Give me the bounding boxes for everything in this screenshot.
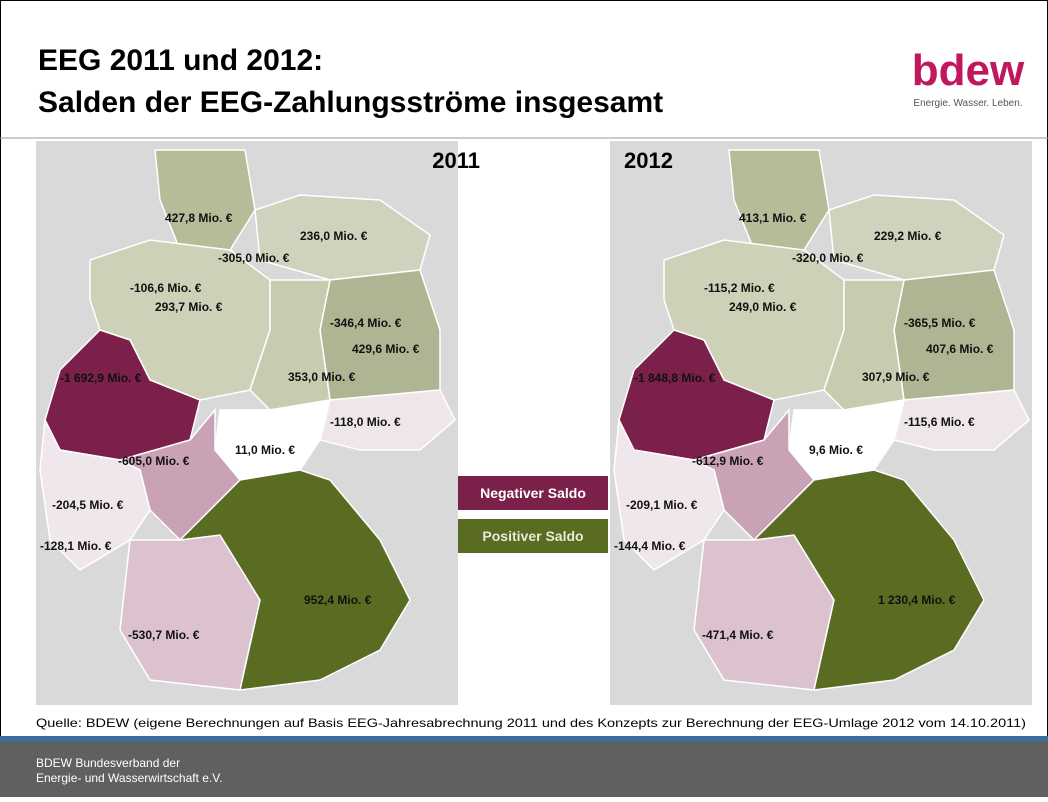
region-value: -106,6 Mio. € bbox=[130, 281, 202, 295]
region-value: 407,6 Mio. € bbox=[926, 342, 994, 356]
legend-label: Positiver Saldo bbox=[482, 528, 583, 544]
map-year: 2011 bbox=[432, 148, 480, 173]
region-value: -530,7 Mio. € bbox=[128, 628, 200, 642]
logo-tagline: Energie. Wasser. Leben. bbox=[913, 98, 1022, 109]
region-value: -1 848,8 Mio. € bbox=[634, 371, 716, 385]
region-value: 307,9 Mio. € bbox=[862, 370, 930, 384]
footer-text: Energie- und Wasserwirtschaft e.V. bbox=[36, 771, 223, 785]
legend-label: Negativer Saldo bbox=[480, 485, 586, 501]
region-value: 11,0 Mio. € bbox=[235, 443, 295, 457]
region-value: -115,2 Mio. € bbox=[704, 281, 775, 295]
region-value: -128,1 Mio. € bbox=[40, 539, 112, 553]
source: Quelle: BDEW (eigene Berechnungen auf Ba… bbox=[36, 716, 1026, 730]
legend-positive bbox=[458, 519, 608, 553]
region-value: -115,6 Mio. € bbox=[904, 415, 975, 429]
maps: 2011 427,8 Mio. € 236,0 Mio. € -305,0 Mio. … bbox=[36, 141, 1032, 705]
region-value: -605,0 Mio. € bbox=[118, 454, 190, 468]
region-value: 427,8 Mio. € bbox=[165, 211, 233, 225]
footer bbox=[0, 742, 1048, 797]
map-panel: 2012 413,1 Mio. € 229,2 Mio. € -320,0 Mio. … bbox=[610, 141, 1032, 705]
logo: bdew bbox=[912, 46, 1025, 95]
region-value: 236,0 Mio. € bbox=[300, 229, 368, 243]
region-value: -320,0 Mio. € bbox=[792, 251, 864, 265]
region-value: 413,1 Mio. € bbox=[739, 211, 807, 225]
region-value: 1 230,4 Mio. € bbox=[878, 593, 956, 607]
region-value: 9,6 Mio. € bbox=[809, 443, 863, 457]
footer-line bbox=[0, 736, 1048, 742]
region-value: -204,5 Mio. € bbox=[52, 498, 124, 512]
region-value: -471,4 Mio. € bbox=[702, 628, 774, 642]
title: EEG 2011 und 2012: bbox=[38, 44, 323, 77]
map-year: 2012 bbox=[624, 148, 673, 173]
region-value: -305,0 Mio. € bbox=[218, 251, 290, 265]
region-value: 229,2 Mio. € bbox=[874, 229, 942, 243]
title: Salden der EEG-Zahlungsströme insgesamt bbox=[38, 86, 663, 119]
region-value: -612,9 Mio. € bbox=[692, 454, 764, 468]
footer-text: BDEW Bundesverband der bbox=[36, 756, 180, 770]
region-value: -118,0 Mio. € bbox=[330, 415, 401, 429]
region-value: 293,7 Mio. € bbox=[155, 300, 223, 314]
region-value: -365,5 Mio. € bbox=[904, 316, 976, 330]
region-value: -144,4 Mio. € bbox=[614, 539, 686, 553]
region-value: -1 692,9 Mio. € bbox=[60, 371, 142, 385]
region-value: 429,6 Mio. € bbox=[352, 342, 420, 356]
region-value: -209,1 Mio. € bbox=[626, 498, 698, 512]
map-panel: 2011 427,8 Mio. € 236,0 Mio. € -305,0 Mio. … bbox=[36, 141, 480, 705]
legend-negative bbox=[458, 476, 608, 510]
region-value: 952,4 Mio. € bbox=[304, 593, 372, 607]
region-value: -346,4 Mio. € bbox=[330, 316, 402, 330]
region-value: 353,0 Mio. € bbox=[288, 370, 356, 384]
region-value: 249,0 Mio. € bbox=[729, 300, 797, 314]
